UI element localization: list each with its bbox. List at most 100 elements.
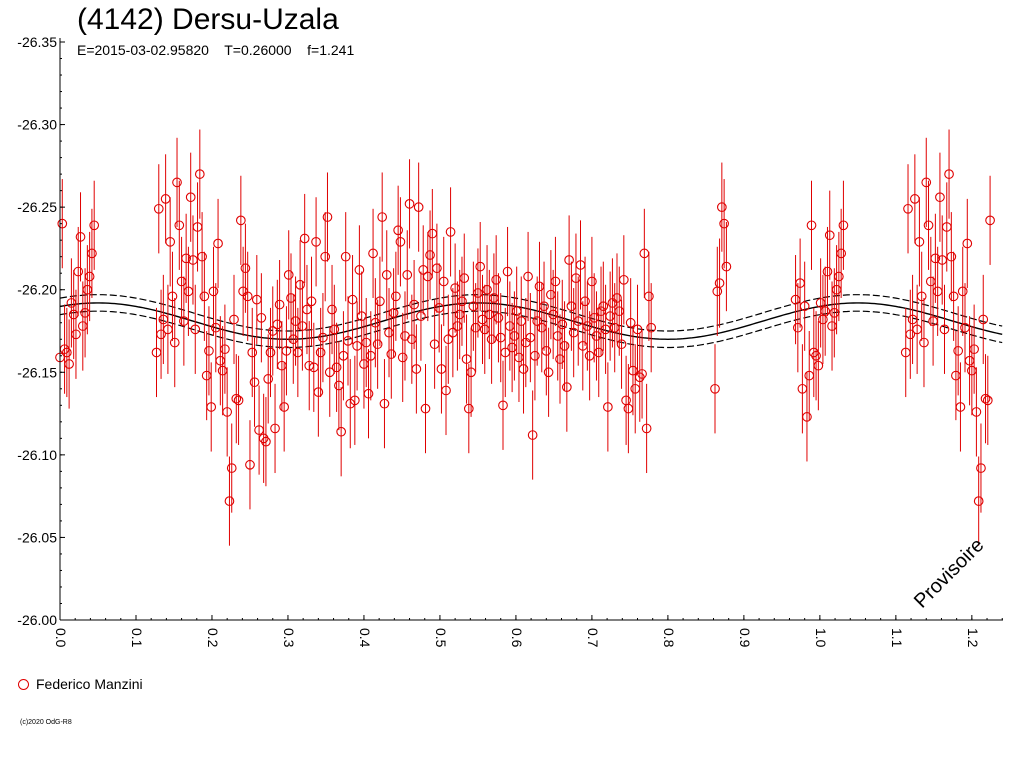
data-point <box>838 220 849 231</box>
data-point <box>372 339 383 350</box>
data-point <box>240 263 251 274</box>
data-point <box>612 293 622 303</box>
data-point <box>976 463 986 473</box>
data-point <box>486 334 497 345</box>
data-point <box>498 400 508 411</box>
data-point <box>274 299 285 310</box>
legend: Federico Manzini <box>18 675 143 693</box>
data-point <box>194 169 205 179</box>
data-point <box>475 261 486 272</box>
data-point <box>347 294 358 305</box>
data-point <box>944 169 954 179</box>
data-point <box>283 270 294 280</box>
data-point <box>953 345 964 356</box>
data-point <box>634 372 645 383</box>
data-point <box>261 436 271 447</box>
data-point <box>224 496 235 506</box>
chart-subtitle: E=2015-03-02.95820 T=0.26000 f=1.241 <box>77 42 355 58</box>
data-point <box>625 317 636 328</box>
data-point <box>320 251 331 262</box>
data-point <box>580 296 590 307</box>
fit-envelope-upper <box>59 294 1003 332</box>
data-point <box>962 238 973 249</box>
y-tick-label: -26.35 <box>17 34 57 50</box>
data-point <box>315 347 326 358</box>
data-point <box>903 203 913 214</box>
x-tick-label: 0.9 <box>737 628 753 648</box>
data-point <box>354 265 365 275</box>
data-point <box>395 236 406 247</box>
data-points-group <box>55 129 995 546</box>
data-point <box>75 232 86 242</box>
x-tick-label: 0.2 <box>205 628 221 648</box>
data-point <box>493 312 504 323</box>
y-tick-label: -26.05 <box>17 529 57 545</box>
data-point <box>336 426 347 437</box>
data-point <box>978 314 989 325</box>
data-point <box>482 284 492 295</box>
axes-group: -26.35 -26.30 -26.25 -26.20 -26.15 -26.10 -26.… <box>17 34 1003 648</box>
fit-curve-group <box>59 294 1003 349</box>
data-point <box>973 496 984 506</box>
data-point <box>637 369 647 379</box>
data-point <box>388 307 399 318</box>
data-point <box>822 266 833 277</box>
data-point <box>329 324 340 335</box>
data-point <box>644 291 654 302</box>
data-point <box>946 251 957 262</box>
data-point <box>197 251 207 262</box>
data-point <box>167 291 178 302</box>
data-point <box>235 215 246 226</box>
data-point <box>263 374 274 384</box>
data-point <box>174 220 185 231</box>
data-point <box>587 276 597 287</box>
x-tick-label: 0.8 <box>661 628 677 648</box>
data-point <box>391 291 401 302</box>
data-point <box>84 271 95 282</box>
data-point <box>836 248 846 259</box>
data-point <box>792 322 803 333</box>
data-point <box>425 250 435 260</box>
data-point <box>181 253 191 264</box>
data-point <box>463 403 474 414</box>
data-point <box>935 192 945 203</box>
data-point <box>441 385 451 396</box>
data-point <box>265 347 276 358</box>
data-point <box>813 360 824 371</box>
x-tick-label: 0.6 <box>509 628 525 648</box>
data-point <box>914 236 925 247</box>
data-point <box>306 296 317 307</box>
data-point <box>641 423 652 434</box>
data-point <box>404 198 415 209</box>
fit-curve-line <box>59 302 1003 341</box>
x-tick-label: 0.3 <box>281 628 297 648</box>
data-point <box>377 212 388 222</box>
x-tick-label: 1.1 <box>889 628 905 648</box>
data-point <box>386 349 397 359</box>
x-tick-label: 0.0 <box>53 628 69 648</box>
x-tick-label: 0.1 <box>129 628 145 648</box>
data-point <box>313 387 324 397</box>
data-point <box>802 412 812 422</box>
data-point <box>916 291 927 302</box>
data-point <box>527 430 538 440</box>
y-tick-label: -26.30 <box>17 117 57 133</box>
data-point <box>172 177 182 188</box>
data-point <box>416 311 426 321</box>
data-point <box>939 324 950 335</box>
data-point <box>190 324 201 335</box>
data-point <box>226 463 237 473</box>
data-point <box>905 329 916 340</box>
data-point <box>368 248 378 259</box>
data-point <box>233 395 244 406</box>
x-tick-label: 1.2 <box>965 628 981 648</box>
data-point <box>299 233 310 244</box>
data-point <box>87 248 97 259</box>
data-point <box>971 407 982 417</box>
data-point <box>799 301 810 312</box>
data-point <box>169 337 180 348</box>
data-point <box>363 388 374 399</box>
data-point <box>242 291 253 302</box>
data-point <box>457 296 467 307</box>
data-point <box>564 255 574 265</box>
